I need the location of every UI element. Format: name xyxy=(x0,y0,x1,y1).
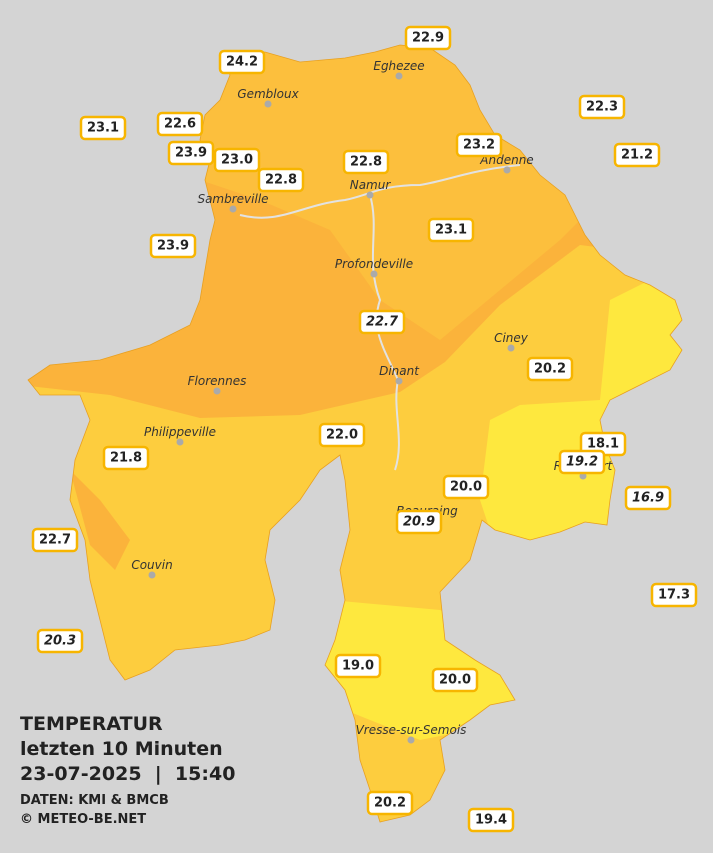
town-dot xyxy=(507,344,515,352)
station-temp: 23.9 xyxy=(175,146,207,161)
station-box xyxy=(613,142,661,168)
stations: 24.2 22.9 22.3 23.1 22.6 23.9 23.0 22.8 22.8 23.2… xyxy=(31,25,698,833)
town-name: Florennes xyxy=(188,374,247,388)
station-box xyxy=(442,474,490,500)
town-name: Profondeville xyxy=(335,257,413,271)
station-box xyxy=(467,807,515,833)
station-temp: 22.8 xyxy=(265,173,297,188)
station-box xyxy=(526,356,574,382)
town-dot xyxy=(176,438,184,446)
town-dot xyxy=(370,270,378,278)
station-box xyxy=(36,628,84,654)
station-box xyxy=(366,790,414,816)
legend-timestamp: 23-07-2025 | 15:40 xyxy=(20,763,235,785)
station-temp: 20.2 xyxy=(374,796,406,811)
station-temp: 19.0 xyxy=(342,659,374,674)
station-temp: 22.7 xyxy=(366,315,399,330)
town-name: Sambreville xyxy=(197,192,268,206)
town-dot xyxy=(213,387,221,395)
station-box xyxy=(102,445,150,471)
station-temp: 23.0 xyxy=(221,153,253,168)
town-name: Eghezee xyxy=(373,59,424,73)
station-temp: 22.9 xyxy=(412,31,444,46)
station-box xyxy=(427,217,475,243)
station-box xyxy=(558,449,606,475)
town-dot xyxy=(366,191,374,199)
station-box xyxy=(578,94,626,120)
town-dot xyxy=(264,100,272,108)
town-dot xyxy=(148,571,156,579)
legend-copyright: © METEO-BE.NET xyxy=(20,812,146,827)
town-name: Couvin xyxy=(131,558,172,572)
station-temp: 17.3 xyxy=(658,588,690,603)
station-box xyxy=(358,309,406,335)
station-temp: 24.2 xyxy=(226,55,258,70)
station-temp: 21.2 xyxy=(621,148,653,163)
station-box xyxy=(167,140,215,166)
station-box xyxy=(334,653,382,679)
town-name: Ciney xyxy=(494,331,529,345)
station-temp: 21.8 xyxy=(110,451,142,466)
town-dot xyxy=(395,72,403,80)
station-temp: 20.3 xyxy=(44,634,76,649)
station-box xyxy=(455,132,503,158)
station-box xyxy=(149,233,197,259)
station-box xyxy=(431,667,479,693)
province-outline xyxy=(27,44,683,823)
station-box xyxy=(318,422,366,448)
station-box xyxy=(650,582,698,608)
legend-period: letzten 10 Minuten xyxy=(20,738,223,760)
station-temp: 20.9 xyxy=(403,515,435,530)
station-temp: 19.2 xyxy=(566,455,598,470)
legend-source: DATEN: KMI & BMCB xyxy=(20,793,169,808)
station-box xyxy=(257,167,305,193)
town-dot xyxy=(503,166,511,174)
zone-warm-west xyxy=(70,470,130,570)
station-temp: 22.6 xyxy=(164,117,196,132)
station-box xyxy=(156,111,204,137)
town-name: Namur xyxy=(350,178,392,192)
river-meuse xyxy=(369,194,400,471)
station-box xyxy=(218,49,266,75)
station-temp: 23.1 xyxy=(87,121,119,136)
legend: TEMPERATUR letzten 10 Minuten 23-07-2025… xyxy=(20,713,235,827)
towns: EghezeeGemblouxAndenneNamurSambrevillePr… xyxy=(131,59,614,744)
station-temp: 19.4 xyxy=(475,813,507,828)
station-temp: 23.9 xyxy=(157,239,189,254)
station-temp: 20.0 xyxy=(450,480,482,495)
station-temp: 22.0 xyxy=(326,428,358,443)
station-box xyxy=(624,485,672,511)
station-temp: 22.3 xyxy=(586,100,618,115)
station-box xyxy=(404,25,452,51)
river-sambre-meuse xyxy=(239,164,521,219)
town-name: Vresse-sur-Semois xyxy=(356,723,467,737)
town-dot xyxy=(407,736,415,744)
town-name: Gembloux xyxy=(237,87,299,101)
town-dot xyxy=(395,377,403,385)
station-temp: 16.9 xyxy=(632,491,664,506)
station-temp: 23.1 xyxy=(435,223,467,238)
town-name: Philippeville xyxy=(144,425,216,439)
station-temp: 20.2 xyxy=(534,362,566,377)
town-dot xyxy=(229,205,237,213)
station-temp: 22.7 xyxy=(39,533,71,548)
station-temp: 22.8 xyxy=(350,155,382,170)
station-box xyxy=(213,147,261,173)
town-name: Dinant xyxy=(379,364,420,378)
station-box xyxy=(31,527,79,553)
station-box xyxy=(395,509,443,535)
station-temp: 18.1 xyxy=(587,437,619,452)
station-temp: 23.2 xyxy=(463,138,495,153)
station-box xyxy=(342,149,390,175)
legend-title: TEMPERATUR xyxy=(20,713,163,735)
station-box xyxy=(79,115,127,141)
station-temp: 20.0 xyxy=(439,673,471,688)
